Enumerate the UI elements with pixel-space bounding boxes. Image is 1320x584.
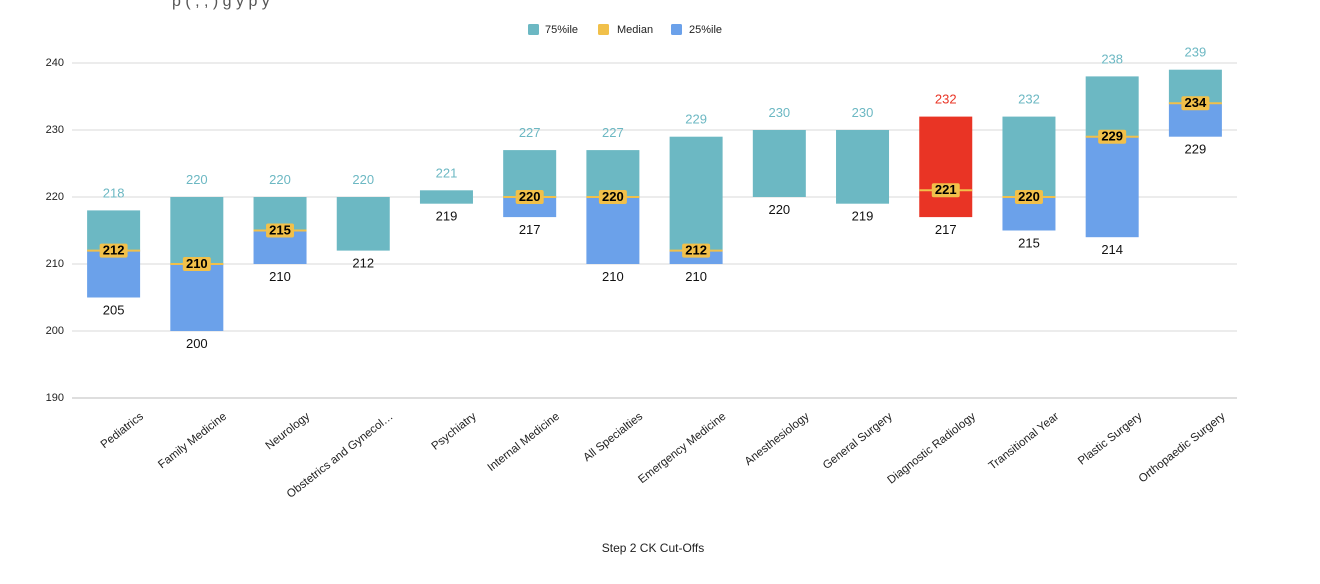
high-value-label-8: 230 [768,105,790,120]
high-value-label-4: 221 [436,165,458,180]
low-value-label-3: 212 [352,256,374,271]
low-value-label-10: 217 [935,222,957,237]
legend-swatch-2 [671,24,682,35]
median-label-bg-7 [682,243,711,258]
high-value-label-1: 220 [186,172,208,187]
low-value-label-2: 210 [269,269,291,284]
y-tick-label-240: 240 [46,57,64,69]
x-tick-label-0: Pediatrics [99,410,146,451]
y-tick-label-220: 220 [46,191,64,203]
low-value-label-13: 229 [1185,142,1207,157]
x-tick-label-10: Diagnostic Radiology [886,410,979,486]
median-label-bg-12 [1098,129,1127,144]
median-label-bg-0 [99,243,128,258]
chart-title-fragment: p ( , , ) g y p y [172,0,270,10]
x-tick-label-9: General Surgery [821,410,895,472]
median-label-bg-10 [931,183,960,198]
x-tick-label-12: Plastic Surgery [1076,410,1145,467]
median-label-13: 234 [1185,95,1207,110]
median-label-11: 220 [1018,189,1040,204]
high-value-label-3: 220 [352,172,374,187]
high-value-label-2: 220 [269,172,291,187]
x-tick-label-4: Psychiatry [430,410,479,452]
median-label-1: 210 [186,256,208,271]
low-value-label-1: 200 [186,336,208,351]
legend: 75%ile Median 25%ile [528,24,722,36]
y-tick-label-210: 210 [46,258,64,270]
x-tick-label-13: Orthopaedic Surgery [1137,410,1228,485]
high-value-label-0: 218 [103,185,125,200]
x-tick-label-2: Neurology [264,410,313,452]
x-tick-label-5: Internal Medicine [486,411,562,474]
bar-upper-12 [1085,76,1139,137]
median-label-5: 220 [519,189,541,204]
median-label-6: 220 [602,189,624,204]
bar-lower-1 [170,264,224,331]
low-value-label-0: 205 [103,303,125,318]
x-tick-label-8: Anesthesiology [743,410,812,468]
median-label-bg-2 [266,223,295,238]
y-tick-label-200: 200 [46,325,64,337]
low-value-label-11: 215 [1018,236,1040,251]
bar-upper-1 [170,197,224,264]
median-label-bg-5 [515,190,544,204]
high-value-label-11: 232 [1018,92,1040,107]
low-value-label-4: 219 [436,209,458,224]
high-value-label-7: 229 [685,112,707,127]
low-value-label-5: 217 [519,222,541,237]
high-value-label-13: 239 [1185,45,1207,60]
median-label-bg-1 [182,257,211,271]
bar-upper-6 [586,150,640,197]
high-value-label-10: 232 [935,92,957,107]
bar-lower-12 [1085,136,1139,238]
bar-upper-5 [503,150,557,197]
bar-highlight-10 [919,116,973,218]
low-value-label-12: 214 [1101,242,1123,257]
y-tick-label-190: 190 [46,392,64,404]
bar-upper-4 [419,190,473,204]
y-axis: 190 200 210 220 230 240 [46,57,64,404]
bar-upper-7 [669,136,723,251]
bar-upper-8 [752,130,806,197]
legend-label-1: Median [617,24,653,36]
legend-label-0: 75%ile [545,24,578,36]
bar-upper-9 [836,130,890,204]
low-value-label-6: 210 [602,269,624,284]
median-label-10: 221 [935,182,957,197]
high-value-label-6: 227 [602,125,624,140]
median-label-bg-6 [598,190,627,204]
legend-swatch-0 [528,24,539,35]
x-tick-label-6: All Specialties [581,410,645,464]
x-tick-label-1: Family Medicine [156,411,229,472]
bar-upper-3 [336,197,390,251]
y-tick-label-230: 230 [46,124,64,136]
high-value-label-12: 238 [1101,51,1123,66]
median-label-bg-13 [1181,96,1210,111]
low-value-label-8: 220 [768,202,790,217]
legend-label-2: 25%ile [689,24,722,36]
high-value-label-9: 230 [852,105,874,120]
median-label-2: 215 [269,222,291,237]
bar-upper-11 [1002,116,1056,197]
median-label-12: 229 [1101,129,1123,144]
low-value-label-7: 210 [685,269,707,284]
high-value-label-5: 227 [519,125,541,140]
median-label-7: 212 [685,243,707,258]
legend-swatch-1 [598,24,609,35]
x-tick-label-7: Emergency Medicine [636,411,728,487]
bar-lower-0 [87,250,141,298]
median-label-bg-11 [1014,190,1043,204]
x-axis-title: Step 2 CK Cut-Offs [602,541,705,555]
bar-lower-6 [586,197,640,264]
x-axis: Pediatrics Family Medicine NeurologyObstet… [99,410,1228,500]
gridlines [72,62,1237,399]
median-label-0: 212 [103,243,125,258]
low-value-label-9: 219 [852,209,874,224]
bars: 212 218 205 210 220 200 215 220 210 220 212 221 219 2… [87,45,1222,351]
x-tick-label-11: Transitional Year [987,410,1062,472]
